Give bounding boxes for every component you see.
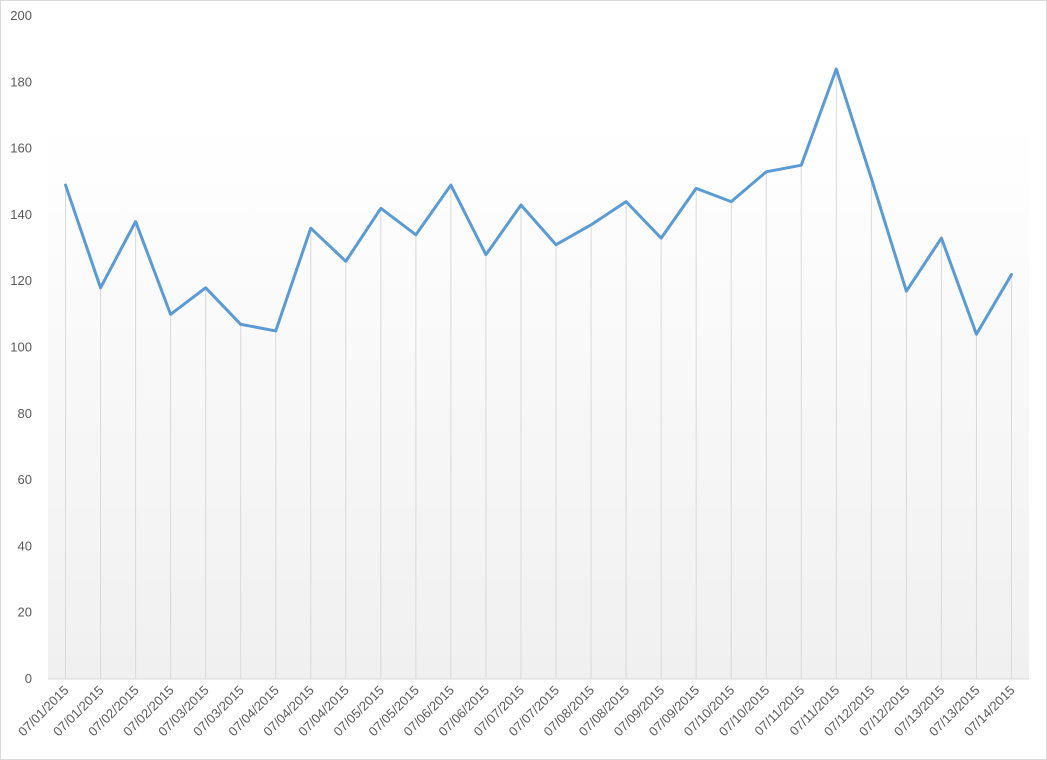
y-tick-label: 100	[10, 340, 32, 355]
y-tick-label: 60	[18, 472, 32, 487]
y-tick-label: 0	[25, 671, 32, 686]
y-tick-label: 180	[10, 74, 32, 89]
y-tick-label: 160	[10, 141, 32, 156]
y-tick-label: 40	[18, 538, 32, 553]
data-line	[64, 67, 1013, 336]
y-tick-label: 80	[18, 406, 32, 421]
plot-area	[48, 16, 1029, 679]
y-tick-label: 200	[10, 8, 32, 23]
y-tick-label: 140	[10, 207, 32, 222]
y-tick-label: 20	[18, 605, 32, 620]
y-tick-label: 120	[10, 273, 32, 288]
